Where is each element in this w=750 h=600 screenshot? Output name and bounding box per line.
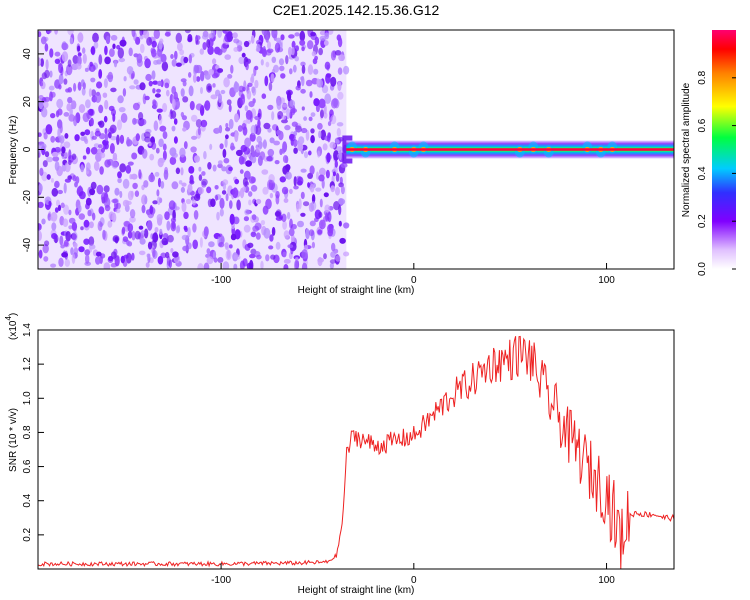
snr-multiplier-exp: 4 (4, 316, 13, 321)
snr-x-tick-label: -100 (211, 575, 231, 586)
snr-y-multiplier: (x104) (4, 313, 19, 340)
snr-y-tick-label: 0.4 (22, 493, 33, 507)
colorbar-tick-label: 0.0 (697, 262, 708, 276)
snr-frame (37, 329, 675, 570)
snr-x-tick-label: 0 (411, 575, 417, 586)
page-title: C2E1.2025.142.15.36.G12 (273, 2, 440, 18)
spectrogram-y-tick-label: 0 (22, 146, 33, 152)
spectrogram-y-tick-label: 20 (22, 96, 33, 108)
colorbar-gradient (712, 30, 736, 269)
spectrogram-y-tick-label: 40 (22, 48, 33, 60)
snr-x-label: Height of straight line (km) (298, 585, 415, 596)
colorbar-tick-label: 0.6 (697, 118, 708, 132)
snr-y-tick-label: 1.2 (22, 357, 33, 371)
spectrogram-y-tick-label: -20 (22, 190, 33, 205)
colorbar-label: Normalized spectral amplitude (681, 82, 692, 217)
snr-y-tick-label: 1.4 (22, 323, 33, 337)
spectrogram-y-label: Frequency (Hz) (8, 116, 19, 185)
colorbar-tick-label: 0.8 (697, 70, 708, 84)
snr-y-tick-label: 1.0 (22, 391, 33, 405)
snr-y-tick-label: 0.8 (22, 425, 33, 439)
colorbar: 0.0 0.2 0.4 0.6 0.8 Normalized spectral ampl… (681, 30, 736, 276)
snr-y-label: SNR (10 * v/v) (8, 408, 19, 472)
snr-series-line (38, 335, 674, 569)
svg-text:(x104): (x104) (4, 313, 19, 340)
noise-blobs (38, 30, 350, 269)
spectrogram-y-tick-label: -40 (22, 237, 33, 252)
snr-y-tick-label: 0.6 (22, 459, 33, 473)
spectrogram-image (38, 30, 674, 269)
snr-panel: -100 0 100 0.2 0.4 0.6 0.8 1.0 1.2 1.4 Height of … (4, 313, 675, 596)
snr-multiplier-base: (x10 (8, 320, 19, 340)
colorbar-tick-label: 0.2 (697, 214, 708, 228)
spectrogram-panel: -100 0 100 -40 -20 0 20 40 Height of straight l… (8, 29, 675, 296)
snr-y-tick-label: 0.2 (22, 527, 33, 541)
spectrogram-x-tick-label: -100 (211, 275, 231, 286)
snr-x-tick-label: 100 (598, 575, 615, 586)
spectrogram-x-label: Height of straight line (km) (298, 285, 415, 296)
spectrogram-x-tick-label: 100 (598, 275, 615, 286)
spectrogram-x-tick-label: 0 (411, 275, 417, 286)
colorbar-tick-label: 0.4 (697, 166, 708, 180)
